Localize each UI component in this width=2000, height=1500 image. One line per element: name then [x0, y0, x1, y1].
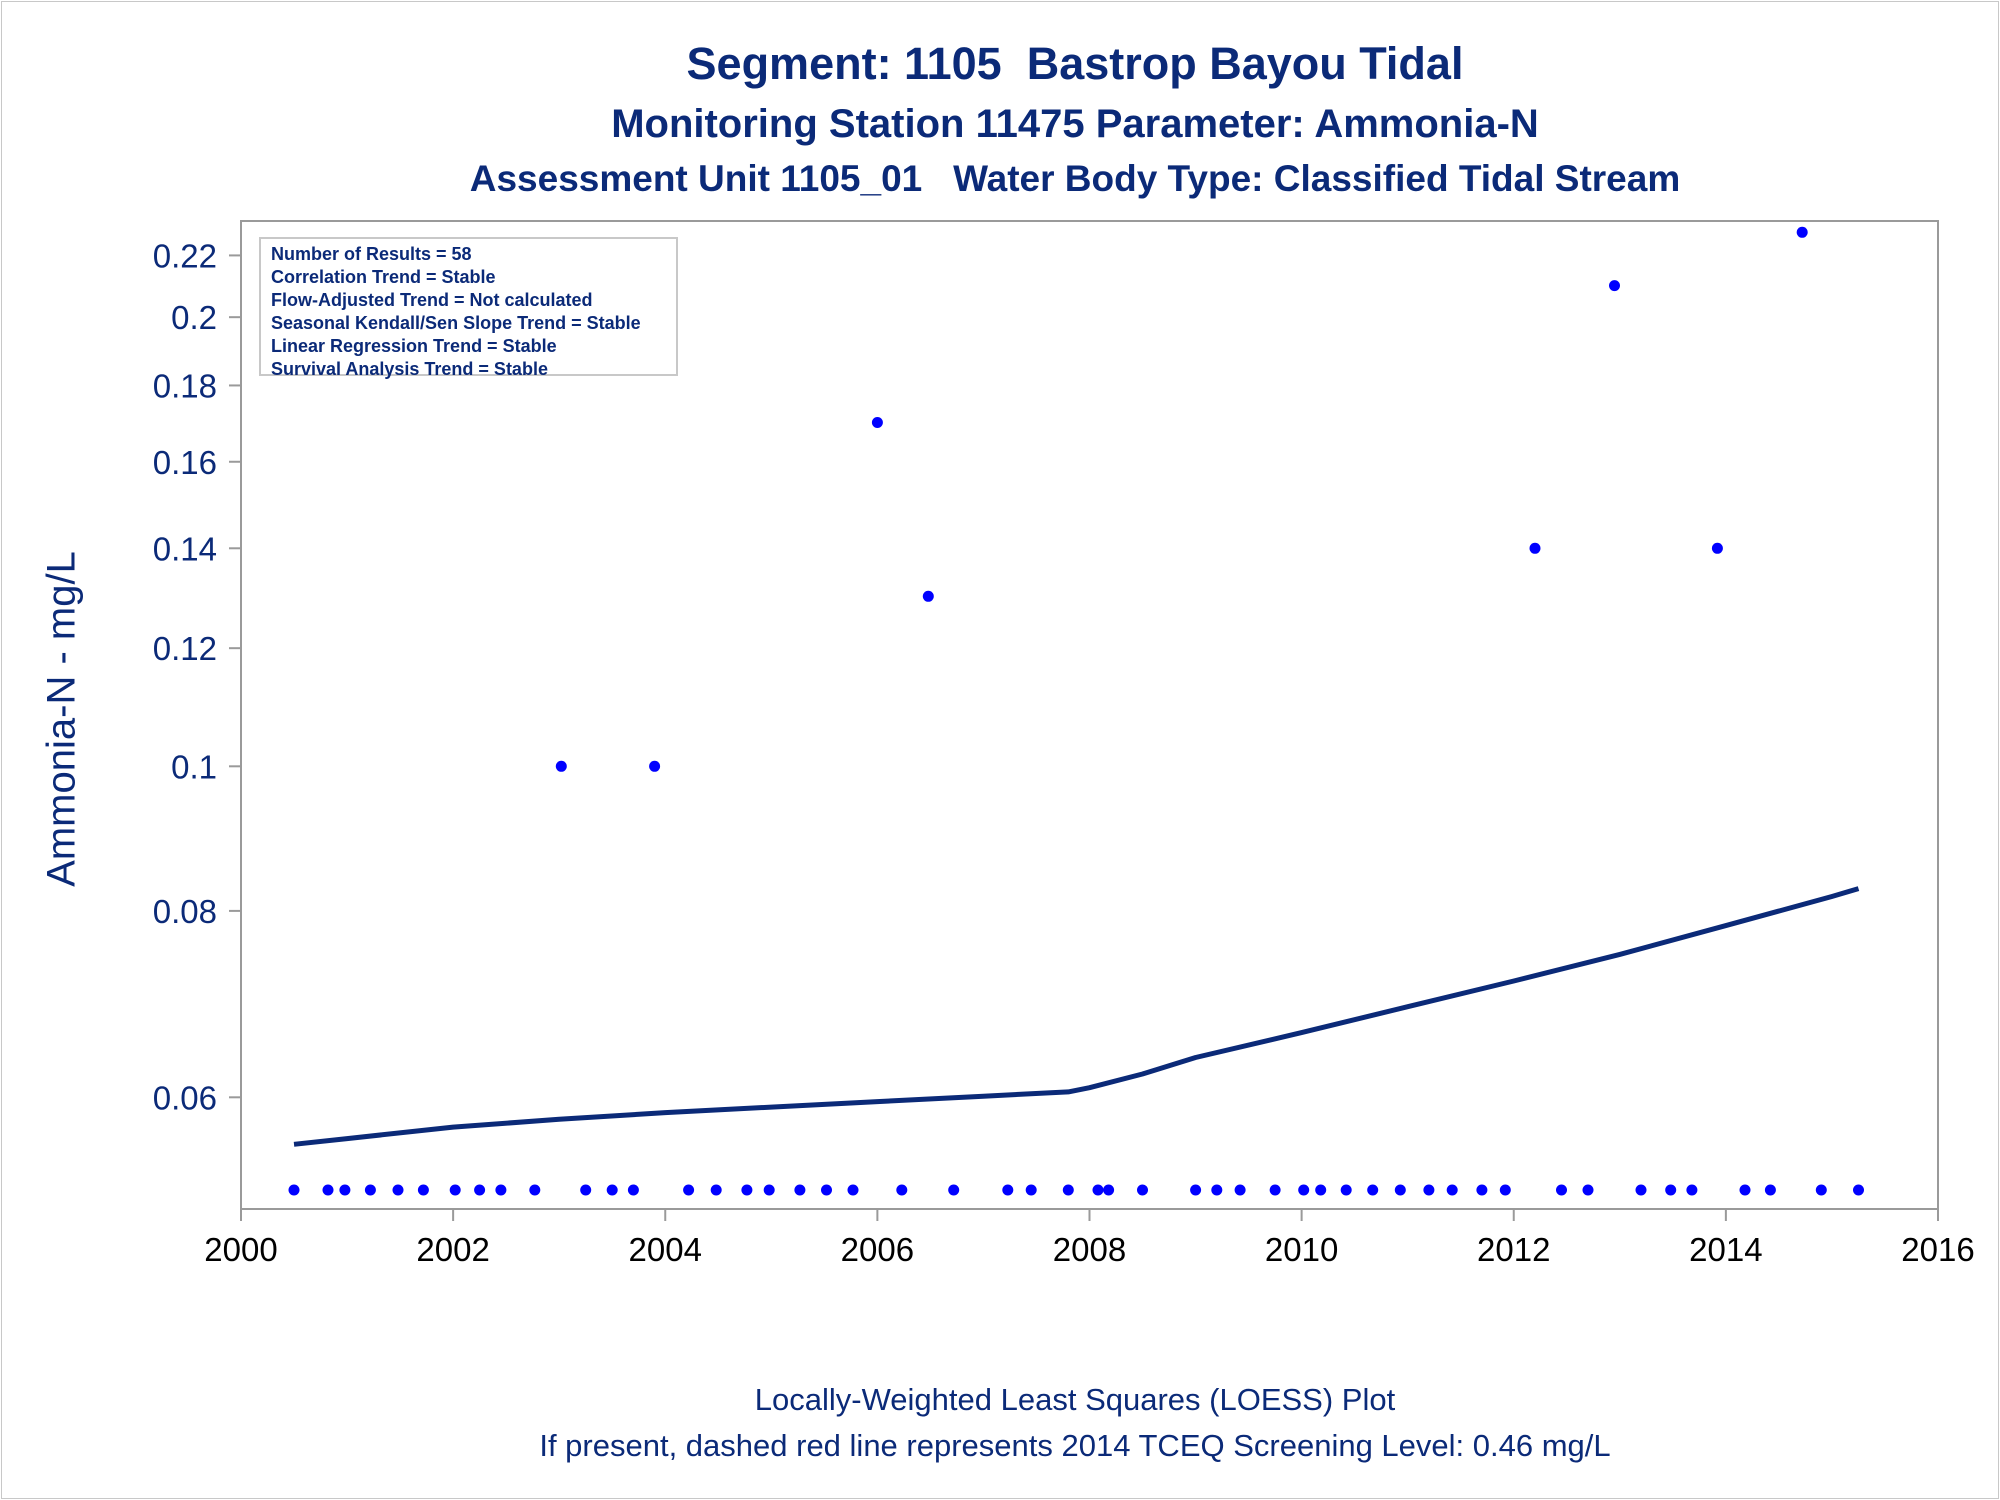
- data-point: [1764, 1184, 1776, 1196]
- y-tick-label: 0.22: [153, 237, 217, 274]
- x-tick-label: 2016: [1901, 1231, 1974, 1268]
- data-point: [1394, 1184, 1406, 1196]
- data-point: [606, 1184, 618, 1196]
- stat-linear-regression-trend: Linear Regression Trend = Stable: [271, 336, 557, 356]
- y-tick-label: 0.12: [153, 630, 217, 667]
- stat-flow-adjusted-trend: Flow-Adjusted Trend = Not calculated: [271, 290, 593, 310]
- x-tick-label: 2004: [629, 1231, 702, 1268]
- data-point: [1815, 1184, 1827, 1196]
- x-tick-label: 2002: [416, 1231, 489, 1268]
- data-point: [763, 1184, 775, 1196]
- y-tick-label: 0.2: [171, 299, 217, 336]
- data-point: [1609, 280, 1620, 292]
- data-point: [948, 1184, 960, 1196]
- stats-legend-box: Number of Results = 58 Correlation Trend…: [259, 237, 678, 379]
- data-point: [1092, 1184, 1104, 1196]
- footnote-loess: Locally-Weighted Least Squares (LOESS) P…: [754, 1382, 1396, 1417]
- data-point: [1190, 1184, 1202, 1196]
- data-point: [529, 1184, 541, 1196]
- data-point: [1269, 1184, 1281, 1196]
- data-point: [322, 1184, 334, 1196]
- x-axis: 2000 2002 2004 2006 2008 2010 2012 2014 2016: [204, 1209, 1975, 1268]
- footnote-screening-level: If present, dashed red line represents 2…: [539, 1428, 1611, 1463]
- stat-number-of-results: Number of Results = 58: [271, 244, 472, 264]
- data-point: [1499, 1184, 1511, 1196]
- data-point: [1002, 1184, 1014, 1196]
- data-point: [1367, 1184, 1379, 1196]
- y-tick-label: 0.16: [153, 444, 217, 481]
- y-tick-label: 0.06: [153, 1079, 217, 1116]
- data-point: [1315, 1184, 1327, 1196]
- data-point: [1853, 1184, 1864, 1196]
- data-point: [896, 1184, 908, 1196]
- data-point: [1103, 1184, 1115, 1196]
- data-point: [1635, 1184, 1647, 1196]
- x-tick-label: 2014: [1689, 1231, 1762, 1268]
- data-point: [1025, 1184, 1037, 1196]
- data-point: [392, 1184, 404, 1196]
- data-point: [741, 1184, 753, 1196]
- data-point: [847, 1184, 859, 1196]
- data-point: [1529, 542, 1541, 554]
- data-point: [495, 1184, 507, 1196]
- plot-area: [240, 220, 1939, 1210]
- data-point: [649, 760, 661, 772]
- data-point: [580, 1184, 592, 1196]
- y-tick-label: 0.1: [171, 748, 217, 785]
- data-point: [1686, 1184, 1698, 1196]
- data-point: [821, 1184, 832, 1196]
- data-point: [474, 1184, 486, 1196]
- data-point: [683, 1184, 695, 1196]
- y-axis-label: Ammonia-N - mg/L: [39, 551, 84, 887]
- x-tick-label: 2010: [1265, 1231, 1338, 1268]
- data-point: [364, 1184, 376, 1196]
- data-point: [1556, 1184, 1567, 1196]
- chart-subtitle: Monitoring Station 11475 Parameter: Ammo…: [611, 102, 1539, 146]
- x-tick-label: 2000: [204, 1231, 277, 1268]
- data-point: [555, 760, 567, 772]
- data-point: [1137, 1184, 1148, 1196]
- stat-correlation-trend: Correlation Trend = Stable: [271, 267, 496, 287]
- data-point: [1234, 1184, 1246, 1196]
- chart-subtitle-2: Assessment Unit 1105_01 Water Body Type:…: [469, 158, 1681, 199]
- data-point: [1665, 1184, 1677, 1196]
- stat-seasonal-kendall-trend: Seasonal Kendall/Sen Slope Trend = Stabl…: [271, 313, 641, 333]
- data-point: [417, 1184, 429, 1196]
- x-tick-label: 2008: [1053, 1231, 1126, 1268]
- data-point: [1476, 1184, 1488, 1196]
- data-point: [1340, 1184, 1352, 1196]
- data-point: [1446, 1184, 1458, 1196]
- y-axis: 0.06 0.08 0.1 0.12 0.14 0.16 0.18 0.2 0.22: [153, 237, 241, 1116]
- y-tick-label: 0.08: [153, 893, 217, 930]
- data-point: [794, 1184, 806, 1196]
- data-point: [1796, 226, 1808, 238]
- data-point: [710, 1184, 722, 1196]
- chart-title: Segment: 1105 Bastrop Bayou Tidal: [686, 38, 1464, 89]
- data-points: [288, 226, 1864, 1196]
- data-point: [627, 1184, 639, 1196]
- data-point: [1423, 1184, 1435, 1196]
- data-point: [449, 1184, 461, 1196]
- data-point: [1298, 1184, 1310, 1196]
- y-tick-label: 0.18: [153, 367, 217, 404]
- x-tick-label: 2006: [841, 1231, 914, 1268]
- y-tick-label: 0.14: [153, 530, 217, 567]
- data-point: [922, 590, 934, 602]
- data-point: [1739, 1184, 1751, 1196]
- stat-survival-analysis-trend: Survival Analysis Trend = Stable: [271, 359, 548, 379]
- data-point: [288, 1184, 300, 1196]
- data-point: [871, 417, 883, 428]
- loess-curve: [293, 886, 1860, 1147]
- data-point: [1582, 1184, 1594, 1196]
- x-tick-label: 2012: [1477, 1231, 1550, 1268]
- data-point: [339, 1184, 351, 1196]
- data-point: [1211, 1184, 1223, 1196]
- data-point: [1711, 542, 1723, 554]
- data-point: [1062, 1184, 1074, 1196]
